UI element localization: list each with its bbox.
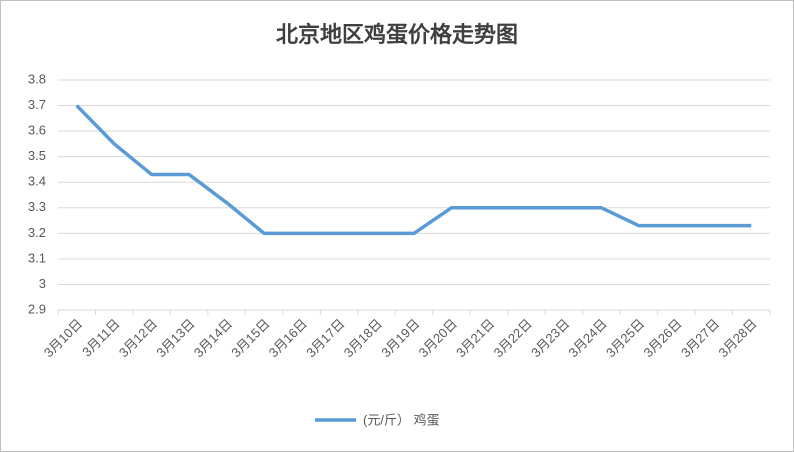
y-tick-label: 3.4	[28, 174, 46, 189]
y-tick-label: 2.9	[28, 301, 46, 316]
y-tick-label: 3.7	[28, 97, 46, 112]
line	[75, 104, 752, 236]
chart-title: 北京地区鸡蛋价格走势图	[276, 22, 518, 47]
y-tick-label: 3.3	[28, 199, 46, 214]
y-tick-label: 3.8	[28, 71, 46, 86]
y-tick-label: 3	[39, 276, 46, 291]
y-tick-label: 3.2	[28, 225, 46, 240]
y-tick-label: 3.5	[28, 148, 46, 163]
y-tick-label: 3.6	[28, 123, 46, 138]
y-tick-label: 3.1	[28, 250, 46, 265]
legend-label: (元/斤） 鸡蛋	[363, 412, 440, 427]
